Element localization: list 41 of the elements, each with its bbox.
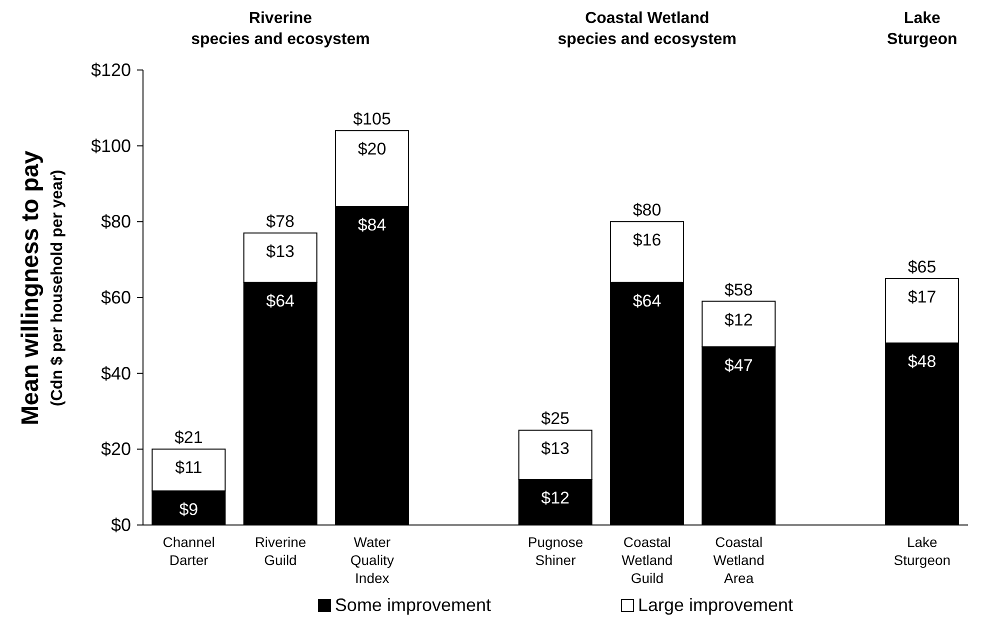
text: Riverine species and ecosystem [190,9,371,50]
total-label: $80 [632,200,662,220]
y-axis-title: Mean willingness to pay (Cdn $ per household per year) [17,150,66,426]
x-tick-label: Channel Darter [162,534,215,568]
total-label: $65 [908,258,936,277]
total-label: $78 [266,212,295,232]
total-label: $21 [174,428,203,448]
total-label: $58 [724,280,753,300]
legend-label: Large improvement [638,595,794,616]
data-label: $64 [632,291,662,310]
x-tick-label: Coastal Wetland Area [713,534,764,586]
total-label: $25 [541,409,570,428]
x-tick-label: Water Quality Index [350,534,394,586]
x-tick-label: Coastal Wetland Guild [622,534,673,586]
data-label: $84 [358,216,386,234]
data-label: $13 [266,242,295,262]
y-tick-label: $80 [100,212,131,232]
y-tick-label: $40 [100,363,131,384]
y-tick-label: $20 [100,439,131,460]
text: Coastal Wetland species and ecosystem [556,9,738,50]
data-label: $9 [179,500,198,519]
legend-label: Some improvement [334,595,491,616]
y-tick-label: $100 [90,136,131,156]
data-label: $48 [908,352,936,371]
y-tick-label: $60 [100,288,131,308]
x-tick-label: Riverine Guild [254,534,306,568]
data-label: $12 [541,488,570,508]
y-tick-label: $0 [110,515,131,535]
y-tick-label: $120 [90,60,131,80]
data-label: $11 [175,458,202,478]
data-label: $17 [908,288,936,307]
data-label: $13 [541,439,570,458]
data-label: $47 [724,356,753,375]
x-tick-label: Lake Sturgeon [894,534,951,568]
text: Lake Sturgeon [886,9,958,50]
x-tick-label: Pugnose Shiner [528,534,584,568]
data-label: $12 [724,310,753,330]
data-label: $16 [632,230,662,250]
data-label: $20 [358,140,386,159]
data-label: $64 [266,291,295,310]
total-label: $105 [353,110,391,129]
